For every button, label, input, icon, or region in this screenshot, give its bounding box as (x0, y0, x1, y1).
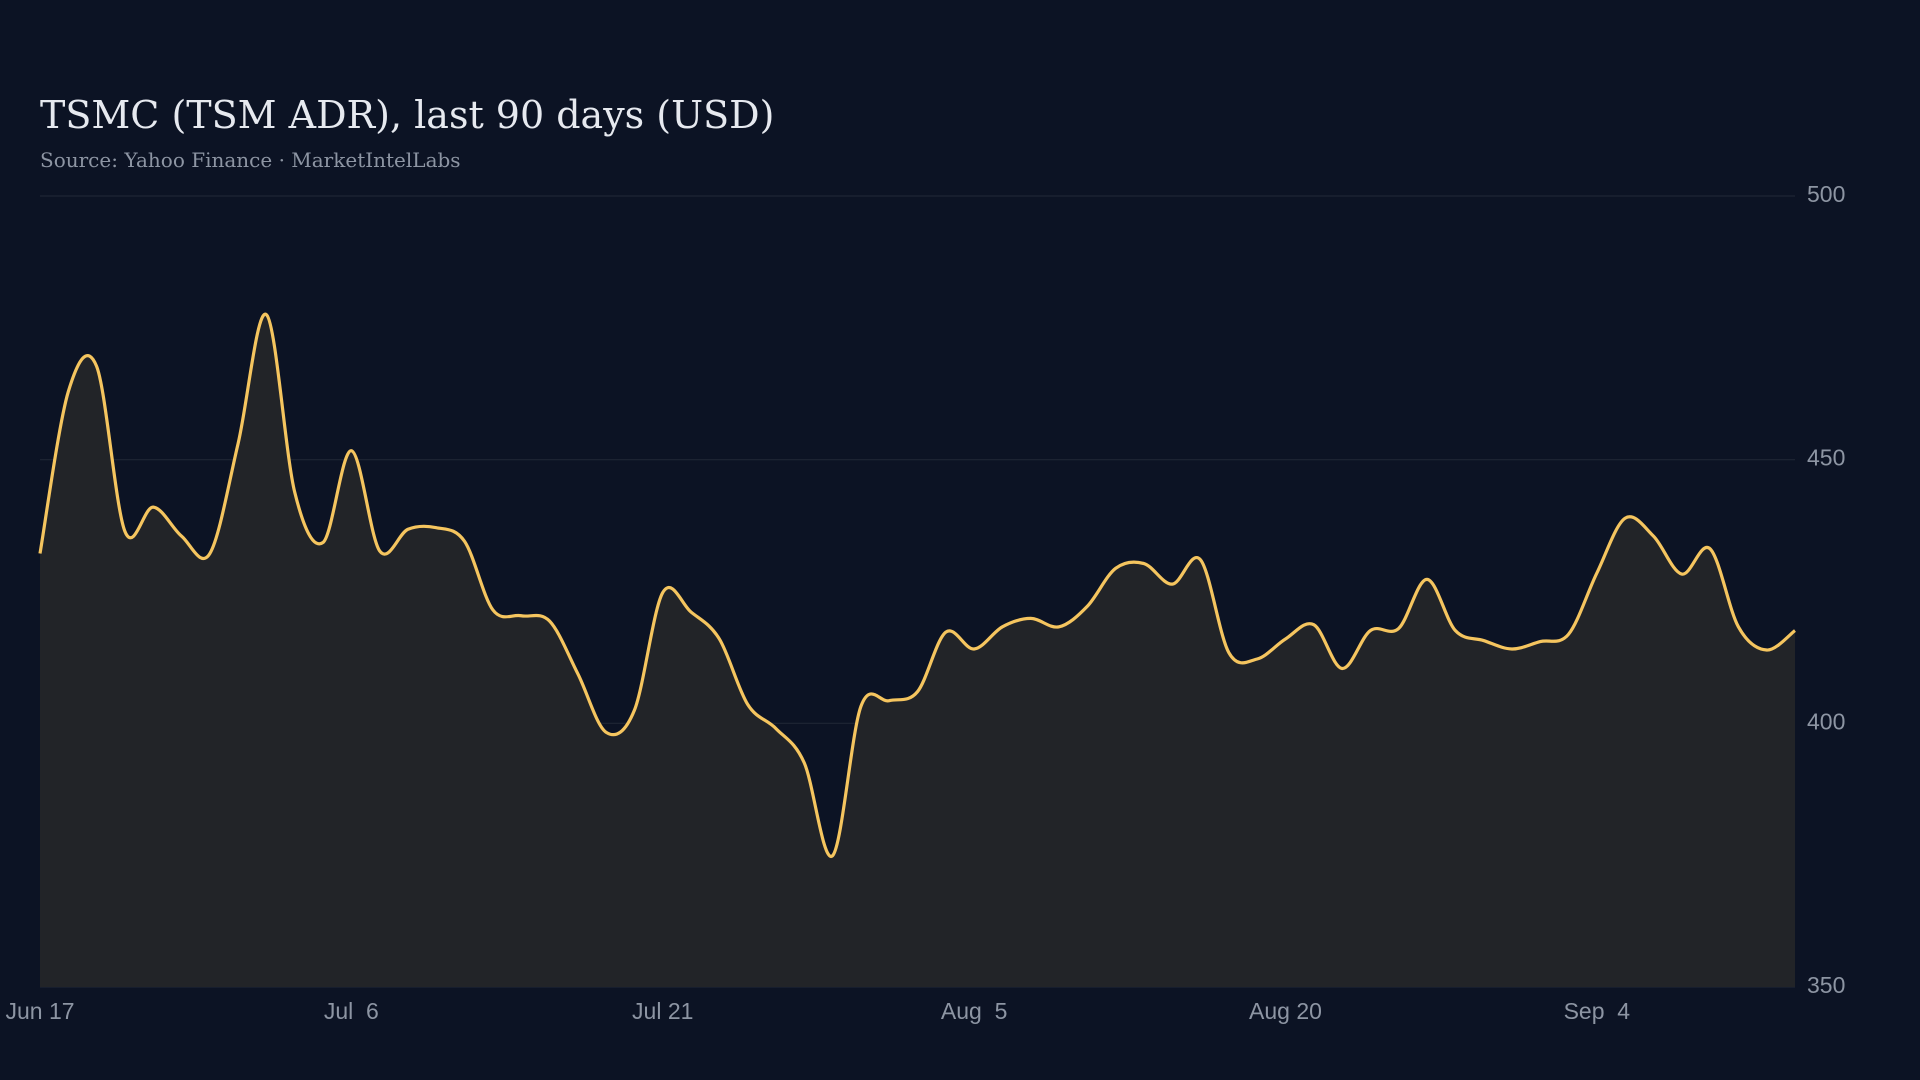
y-tick-label: 450 (1807, 445, 1845, 471)
x-tick-label: Aug 5 (941, 998, 1008, 1024)
y-tick-label: 350 (1807, 972, 1845, 998)
x-tick-label: Sep 4 (1564, 998, 1631, 1024)
area (40, 314, 1795, 987)
chart-subtitle: Source: Yahoo Finance · MarketIntelLabs (40, 148, 461, 172)
chart-title: TSMC (TSM ADR), last 90 days (USD) (40, 93, 774, 137)
y-tick-label: 400 (1807, 708, 1845, 734)
line (38, 312, 1797, 858)
x-tick-label: Jul 21 (632, 998, 693, 1024)
x-tick-label: Jul 6 (324, 998, 379, 1024)
y-tick-label: 500 (1807, 181, 1845, 207)
x-tick-label: Jun 17 (5, 998, 74, 1024)
x-tick-label: Aug 20 (1249, 998, 1322, 1024)
